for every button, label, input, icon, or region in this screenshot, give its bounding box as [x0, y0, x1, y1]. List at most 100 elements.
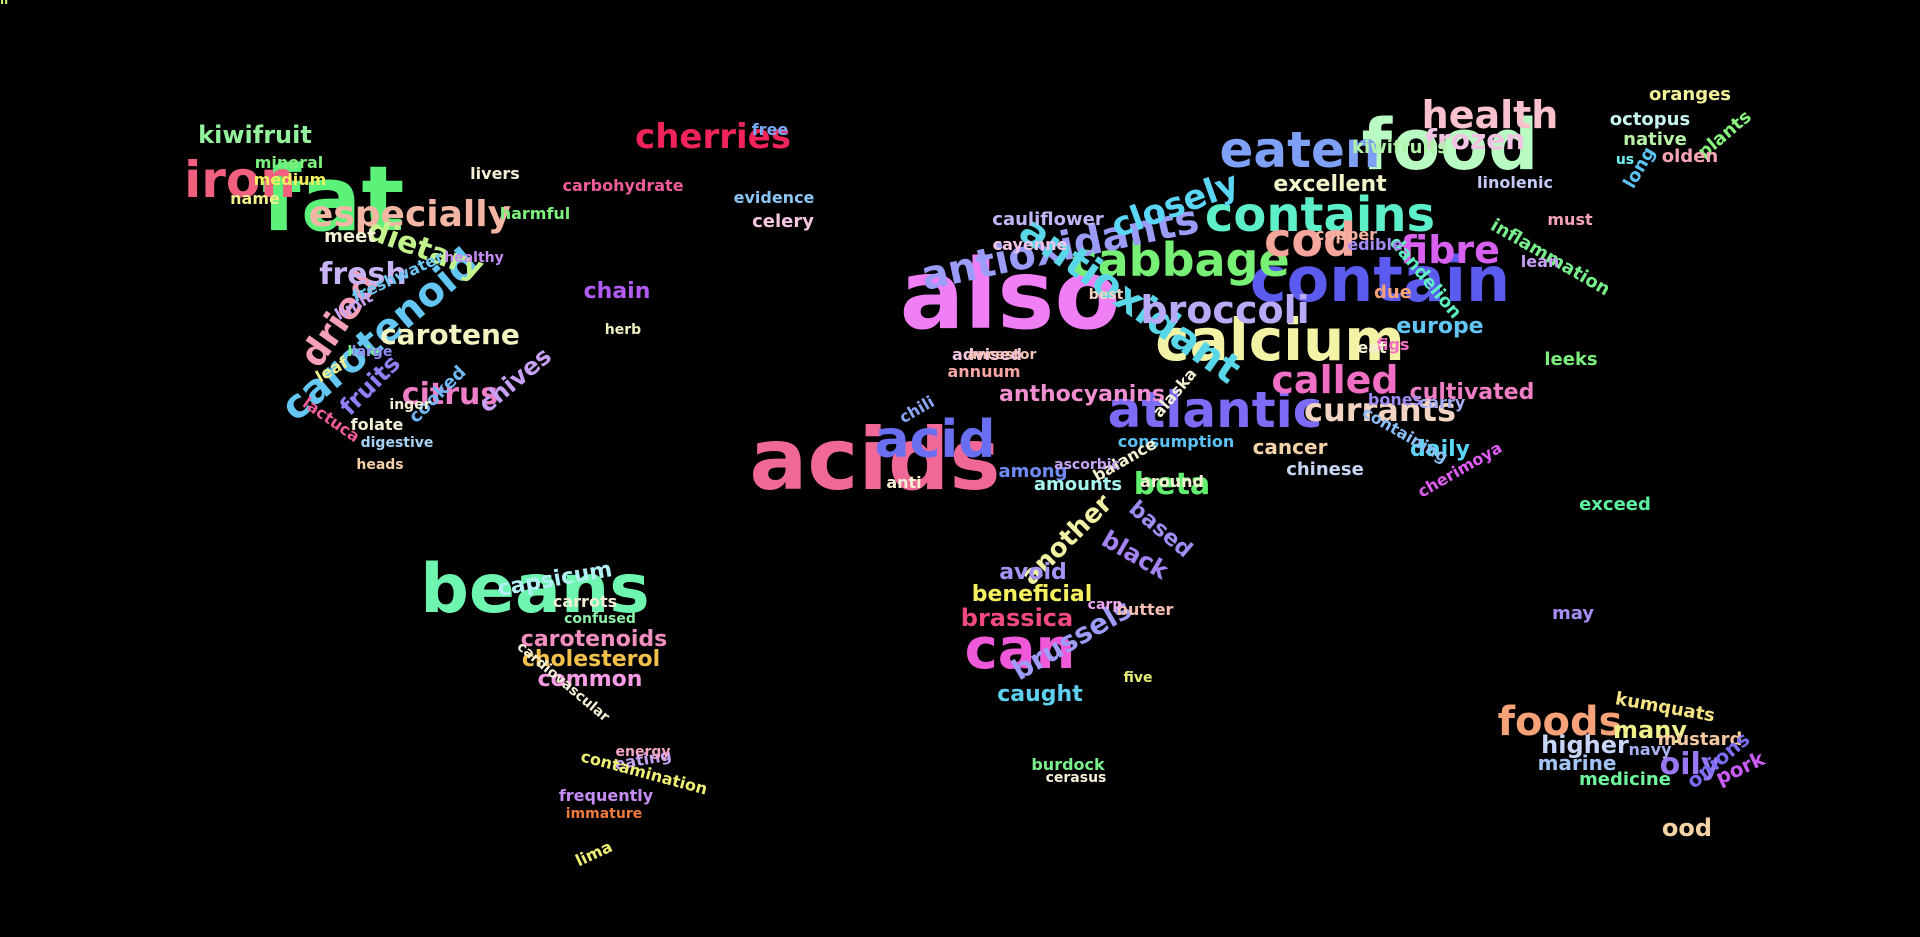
cloud-word: carotenoids [520, 627, 668, 652]
cloud-word: beta [1133, 467, 1211, 502]
cloud-word: atlantic [1107, 381, 1323, 439]
cloud-word: octopus [1609, 109, 1691, 130]
cloud-word: olden [1661, 146, 1719, 167]
cloud-word: among [998, 461, 1068, 482]
cloud-word: ancestor [967, 347, 1037, 363]
cloud-word: burdock [1031, 755, 1105, 774]
cloud-word: avoid [999, 560, 1067, 585]
cloud-word: harmful [499, 204, 571, 223]
cloud-word: carp [1087, 597, 1123, 613]
cloud-word: eat [1357, 338, 1387, 357]
cloud-word: livers [470, 164, 520, 183]
cloud-word: annuum [947, 362, 1021, 381]
cloud-word: anthocyanins [999, 382, 1165, 407]
cloud-word: exceed [1579, 494, 1651, 515]
cloud-word: leeks [1544, 349, 1598, 370]
cloud-word: carbohydrate [562, 176, 684, 195]
cloud-word: lima [572, 836, 616, 871]
cloud-word: can [964, 617, 1076, 682]
cloud-word: folate [350, 415, 404, 434]
cloud-word: anti [886, 473, 922, 492]
cloud-word: cultivated [1409, 380, 1535, 405]
cloud-word: common [537, 667, 643, 692]
cloud-word: must [1547, 210, 1593, 229]
cloud-word: caught [997, 682, 1083, 707]
cloud-word: cod [1264, 213, 1356, 267]
cloud-word: amounts [1033, 474, 1123, 495]
cloud-word: citrus [401, 377, 499, 412]
cloud-word: cayenne [992, 235, 1068, 254]
cloud-word: also [899, 239, 1121, 351]
cloud-word: bones [1367, 390, 1423, 409]
cloud-word: due [1374, 282, 1412, 303]
cloud-word: eaten [1219, 121, 1381, 179]
cloud-word: may [1551, 603, 1595, 624]
cloud-word: digestive [360, 435, 434, 451]
cloud-word: iron [184, 151, 296, 209]
cloud-word: ascorbic [1054, 457, 1120, 473]
cloud-word: acid [874, 410, 996, 470]
cloud-word: medicine [1579, 769, 1671, 790]
cloud-word: calcium [1155, 306, 1405, 374]
cloud-word: cherries [635, 117, 791, 157]
cloud-word: higher [1541, 731, 1629, 759]
cloud-word: kiwifruits [1352, 137, 1448, 158]
cloud-word: oily [1659, 747, 1721, 782]
cloud-word: beans [420, 550, 650, 629]
cloud-word: carry [1418, 393, 1466, 412]
cloud-word: europe [1396, 314, 1484, 339]
cloud-word: native [1623, 129, 1687, 150]
cloud-word: oranges [1648, 84, 1732, 105]
cloud-word: five [1123, 670, 1153, 686]
cloud-word: carrots [552, 592, 618, 611]
cloud-word: cancer [1252, 435, 1328, 459]
cloud-word: confused [564, 611, 636, 627]
cloud-word: contain [1249, 243, 1511, 316]
cloud-word: health [1421, 93, 1559, 137]
cloud-word: foods [1497, 699, 1623, 745]
cloud-word: medium [253, 170, 327, 189]
cloud-word: cerasus [1045, 770, 1107, 786]
cloud-word: oil [0, 0, 9, 7]
cloud-word: navy [1628, 740, 1672, 759]
cloud-word: carotene [380, 318, 520, 351]
cloud-word: mineral [254, 153, 324, 172]
cloud-word: many [1613, 716, 1687, 744]
cloud-word: ood [1661, 814, 1713, 842]
cloud-word: especially [308, 194, 512, 235]
cloud-word: fresh [319, 257, 407, 292]
cloud-word: edible [1347, 235, 1403, 254]
cloud-word: immature [565, 806, 643, 822]
cloud-word: food [1361, 104, 1539, 186]
cloud-word: cholesterol [521, 647, 661, 672]
cloud-word: acids [749, 410, 1001, 510]
cloud-word: marine [1537, 751, 1617, 775]
cloud-word: heads [356, 457, 404, 473]
cloud-word: around [1140, 472, 1204, 491]
cloud-word: cabbage [1070, 233, 1290, 287]
cloud-word: chain [583, 279, 651, 304]
cloud-word: inger [389, 397, 431, 413]
cloud-word: butter [1116, 600, 1174, 619]
cloud-word: healthy [444, 250, 504, 266]
cloud-word: large [351, 344, 393, 360]
cloud-word: kiwifruit [198, 121, 312, 149]
cloud-word: cauliflower [992, 209, 1104, 230]
cloud-word: figs [1376, 335, 1410, 354]
cloud-word: frequently [558, 786, 654, 805]
cloud-word: excellent [1273, 172, 1387, 197]
cloud-word: beneficial [971, 582, 1093, 607]
cloud-word: name [230, 189, 280, 208]
cloud-word: celery [752, 211, 814, 232]
cloud-word: consumption [1117, 432, 1235, 451]
cloud-word: mustard [1657, 729, 1743, 750]
cloud-word: us [1615, 152, 1635, 168]
cloud-word: called [1271, 358, 1399, 402]
cloud-word: broccoli [1140, 288, 1310, 332]
cloud-word: frozen [1424, 123, 1526, 156]
cloud-word: evidence [733, 188, 815, 207]
cloud-word: chinese [1286, 459, 1364, 480]
cloud-word: meet [324, 226, 376, 247]
cloud-word: copper [1314, 225, 1378, 244]
